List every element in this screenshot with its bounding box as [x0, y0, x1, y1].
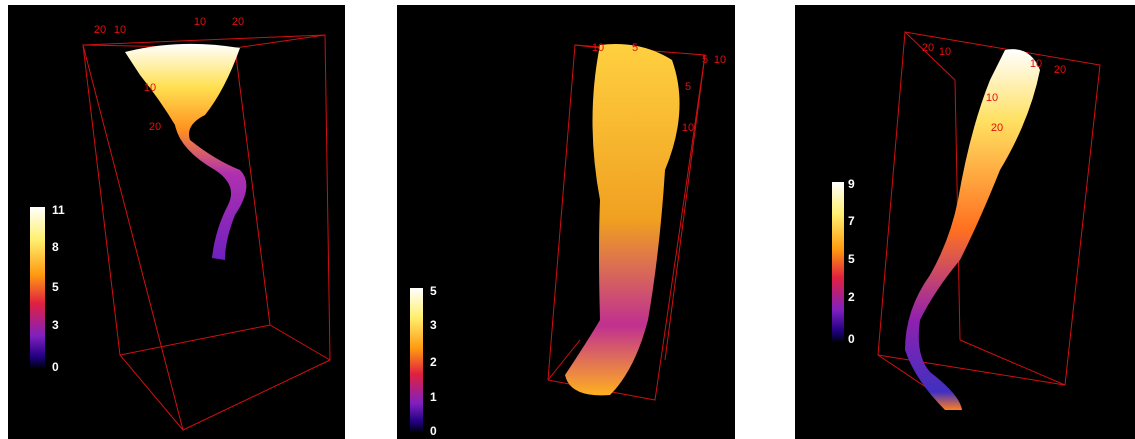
axis-label: 5 [632, 42, 638, 54]
colorbar-label: 7 [848, 214, 855, 228]
axis-label: 20 [149, 121, 161, 133]
colorbar-label: 0 [430, 424, 437, 438]
colorbar-label: 0 [848, 332, 855, 346]
colorbar-label: 8 [52, 240, 59, 254]
axis-label: 10 [592, 42, 604, 54]
axis-label: 10 [939, 46, 951, 58]
colorbar-label: 11 [52, 203, 65, 217]
colorbar [410, 288, 423, 432]
colorbar-label: 5 [52, 280, 59, 294]
axis-label: 20 [232, 16, 244, 28]
axis-label: 10 [114, 24, 126, 36]
colorbar-label: 1 [430, 390, 437, 404]
colorbar-label: 2 [430, 355, 437, 369]
axis-label: 5 [702, 54, 708, 66]
axis-label: 20 [1054, 64, 1066, 76]
axis-label: 10 [194, 16, 206, 28]
axis-label: 10 [682, 122, 694, 134]
colorbar-label: 3 [430, 318, 437, 332]
colorbar-label: 3 [52, 318, 59, 332]
axis-label: 20 [922, 42, 934, 54]
colorbar-label: 2 [848, 290, 855, 304]
colorbar-label: 5 [430, 284, 437, 298]
axis-label: 20 [94, 24, 106, 36]
colorbar-label: 0 [52, 360, 59, 374]
axis-label: 10 [144, 82, 156, 94]
colorbar [832, 182, 844, 342]
axis-label: 10 [1030, 58, 1042, 70]
panel [795, 5, 1135, 439]
axis-label: 5 [685, 81, 691, 93]
colorbar-label: 5 [848, 252, 855, 266]
panel [397, 5, 735, 439]
figure: 1185302010102010205321010551051097520201… [0, 0, 1135, 439]
axis-label: 20 [991, 122, 1003, 134]
colorbar-label: 9 [848, 177, 855, 191]
axis-label: 10 [714, 54, 726, 66]
colorbar [30, 207, 45, 368]
axis-label: 10 [986, 92, 998, 104]
